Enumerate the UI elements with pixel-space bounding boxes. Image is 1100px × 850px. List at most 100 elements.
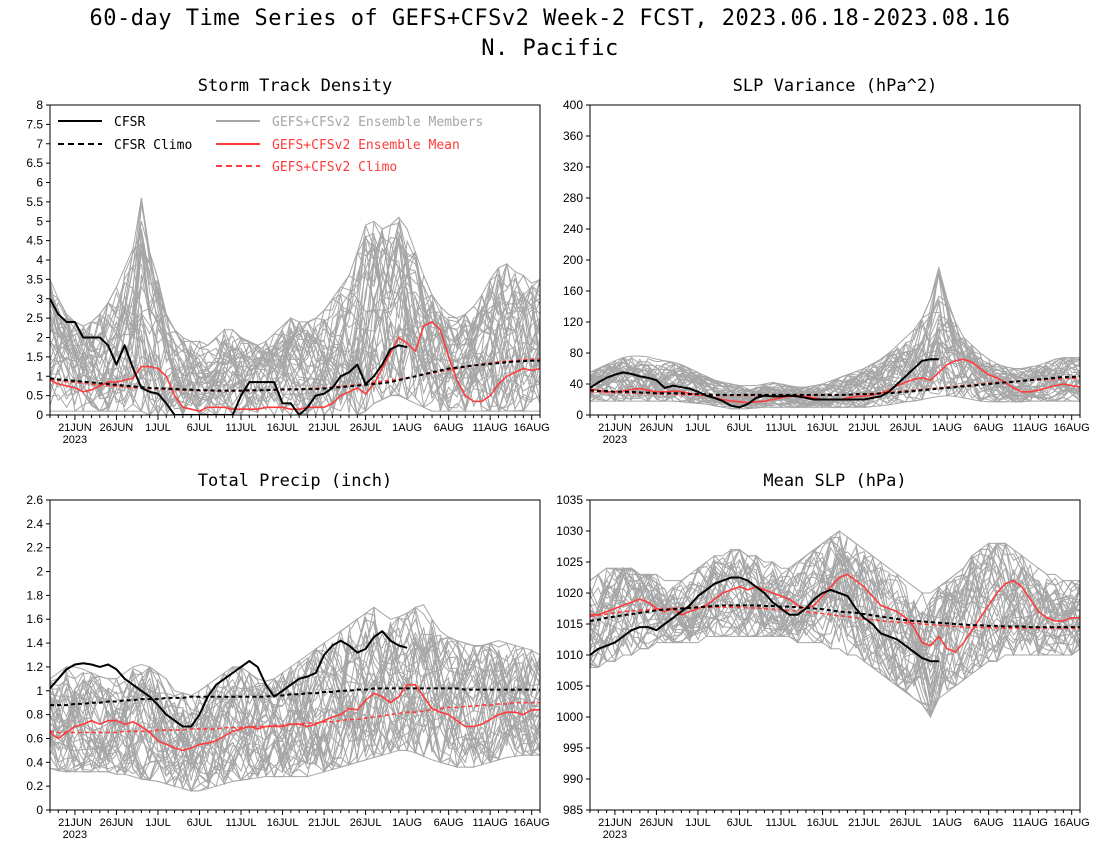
x-tick-label: 11JUL [226,817,257,829]
ensemble-member-line [590,567,1080,719]
x-tick-label: 21JUN [598,817,632,829]
ensemble-member-line [50,239,540,415]
x-tick-label: 16AUG [514,817,550,829]
panel-0: Storm Track Density 0 0.5 1 1.5 2 2.5 3 3.5 4 4.5 5… [26,76,549,446]
x-tick-label: 6AUG [434,422,464,434]
x-tick-label: 6JUL [727,817,753,829]
ensemble-member-line [50,650,540,788]
x-tick-label: 11JUL [226,422,257,434]
y-tick-label: 400 [563,98,583,112]
x-tick-label: 16JUL [807,422,839,434]
x-tick-label: 11JUL [766,817,797,829]
y-tick-label: 0 [36,408,43,422]
series-lines [590,573,1080,663]
y-tick-label: 3.5 [26,272,43,286]
x-tick-label: 1AUG [932,817,962,829]
y-tick-label: 360 [563,129,583,143]
x-tick-label: 21JUN [58,422,92,434]
series-cfsr [50,630,408,728]
x-year-label: 2023 [603,434,627,446]
x-tick-label: 16AUG [514,422,550,434]
y-tick-label: 1.4 [26,636,43,650]
legend-label-climo: GEFS+CFSv2 Climo [272,160,397,175]
ensemble-member-line [590,346,1080,408]
panel-1: SLP Variance (hPa^2) 0 40 80 120 160 200 240 280… [563,76,1090,446]
ensemble-member-line [50,216,540,401]
panel-2: Total Precip (inch) 0 0.2 0.4 0.6 0.8 1 1.2 1.4 1… [26,471,549,841]
x-tick-label: 1AUG [392,422,422,434]
y-tick-label: 1.2 [26,660,43,674]
series-cfsr-climo [50,359,540,392]
y-tick-label: 2.5 [26,311,43,325]
ensemble-member-line [50,660,540,782]
x-tick-label: 21JUN [58,817,92,829]
series-cfsr-climo [590,604,1080,629]
x-tick-label: 21JUL [848,422,880,434]
ensemble-envelope-high [590,530,1080,594]
y-tick-label: 7.5 [26,117,43,131]
y-tick-label: 2.2 [26,541,43,555]
y-tick-label: 2.4 [26,517,43,531]
x-tick-label: 21JUL [308,422,340,434]
y-tick-label: 160 [563,284,583,298]
x-tick-label: 21JUL [308,817,340,829]
y-tick-label: 0.4 [26,755,43,769]
legend-label-cfsr_climo: CFSR Climo [114,138,192,153]
panel-title: SLP Variance (hPa^2) [733,76,938,96]
y-tick-label: 1035 [556,493,583,507]
ensemble-member-line [590,554,1080,686]
ensemble-member-line [50,233,540,415]
x-tick-label: 6JUL [187,422,213,434]
legend-label-mean: GEFS+CFSv2 Ensemble Mean [272,138,460,153]
x-tick-label: 16JUL [267,817,299,829]
x-tick-label: 6JUL [187,817,213,829]
ensemble-member-line [50,221,540,408]
y-tick-label: 120 [563,315,583,329]
y-tick-label: 0.8 [26,708,43,722]
y-tick-label: 1 [36,369,43,383]
y-tick-label: 1 [36,684,43,698]
y-tick-label: 990 [563,772,583,786]
y-tick-label: 40 [570,377,584,391]
ensemble-envelope-low [590,395,1080,410]
x-tick-label: 1JUL [145,817,171,829]
ensemble-member-line [50,637,540,785]
x-tick-label: 6JUL [727,422,753,434]
series-cfsr [590,358,939,409]
x-tick-label: 1AUG [932,422,962,434]
x-tick-label: 26JUL [350,817,382,829]
ensemble-member-line [590,547,1080,660]
x-tick-label: 26JUL [890,817,922,829]
series-gefs-cfsv2-climo [590,606,1080,630]
ensemble-envelope-high [590,265,1080,388]
y-tick-label: 1.8 [26,588,43,602]
ensemble-member-line [50,230,540,415]
x-tick-label: 16AUG [1054,817,1090,829]
x-tick-label: 11AUG [1013,422,1048,434]
ensemble-member-line [50,636,540,781]
ensemble-members [50,197,540,415]
ensemble-member-line [590,319,1080,408]
y-tick-label: 1030 [556,524,583,538]
series-lines [590,358,1080,409]
x-tick-label: 6AUG [974,817,1004,829]
y-tick-label: 4 [36,253,43,267]
plot-frame [49,499,541,811]
y-tick-label: 2 [36,331,43,345]
series-lines [50,630,540,752]
ensemble-member-line [50,630,540,790]
y-tick-label: 1010 [556,648,583,662]
ensemble-member-line [590,542,1080,716]
y-tick-label: 1.6 [26,612,43,626]
y-tick-label: 995 [563,741,583,755]
ensemble-member-line [50,304,540,415]
x-tick-label: 16JUL [807,817,839,829]
ensemble-envelope-low [590,635,1080,719]
y-tick-label: 200 [563,253,583,267]
ensemble-member-line [50,233,540,414]
y-tick-label: 6 [36,176,43,190]
x-tick-label: 1JUL [685,817,711,829]
ensemble-member-line [50,629,540,758]
y-tick-label: 5.5 [26,195,43,209]
